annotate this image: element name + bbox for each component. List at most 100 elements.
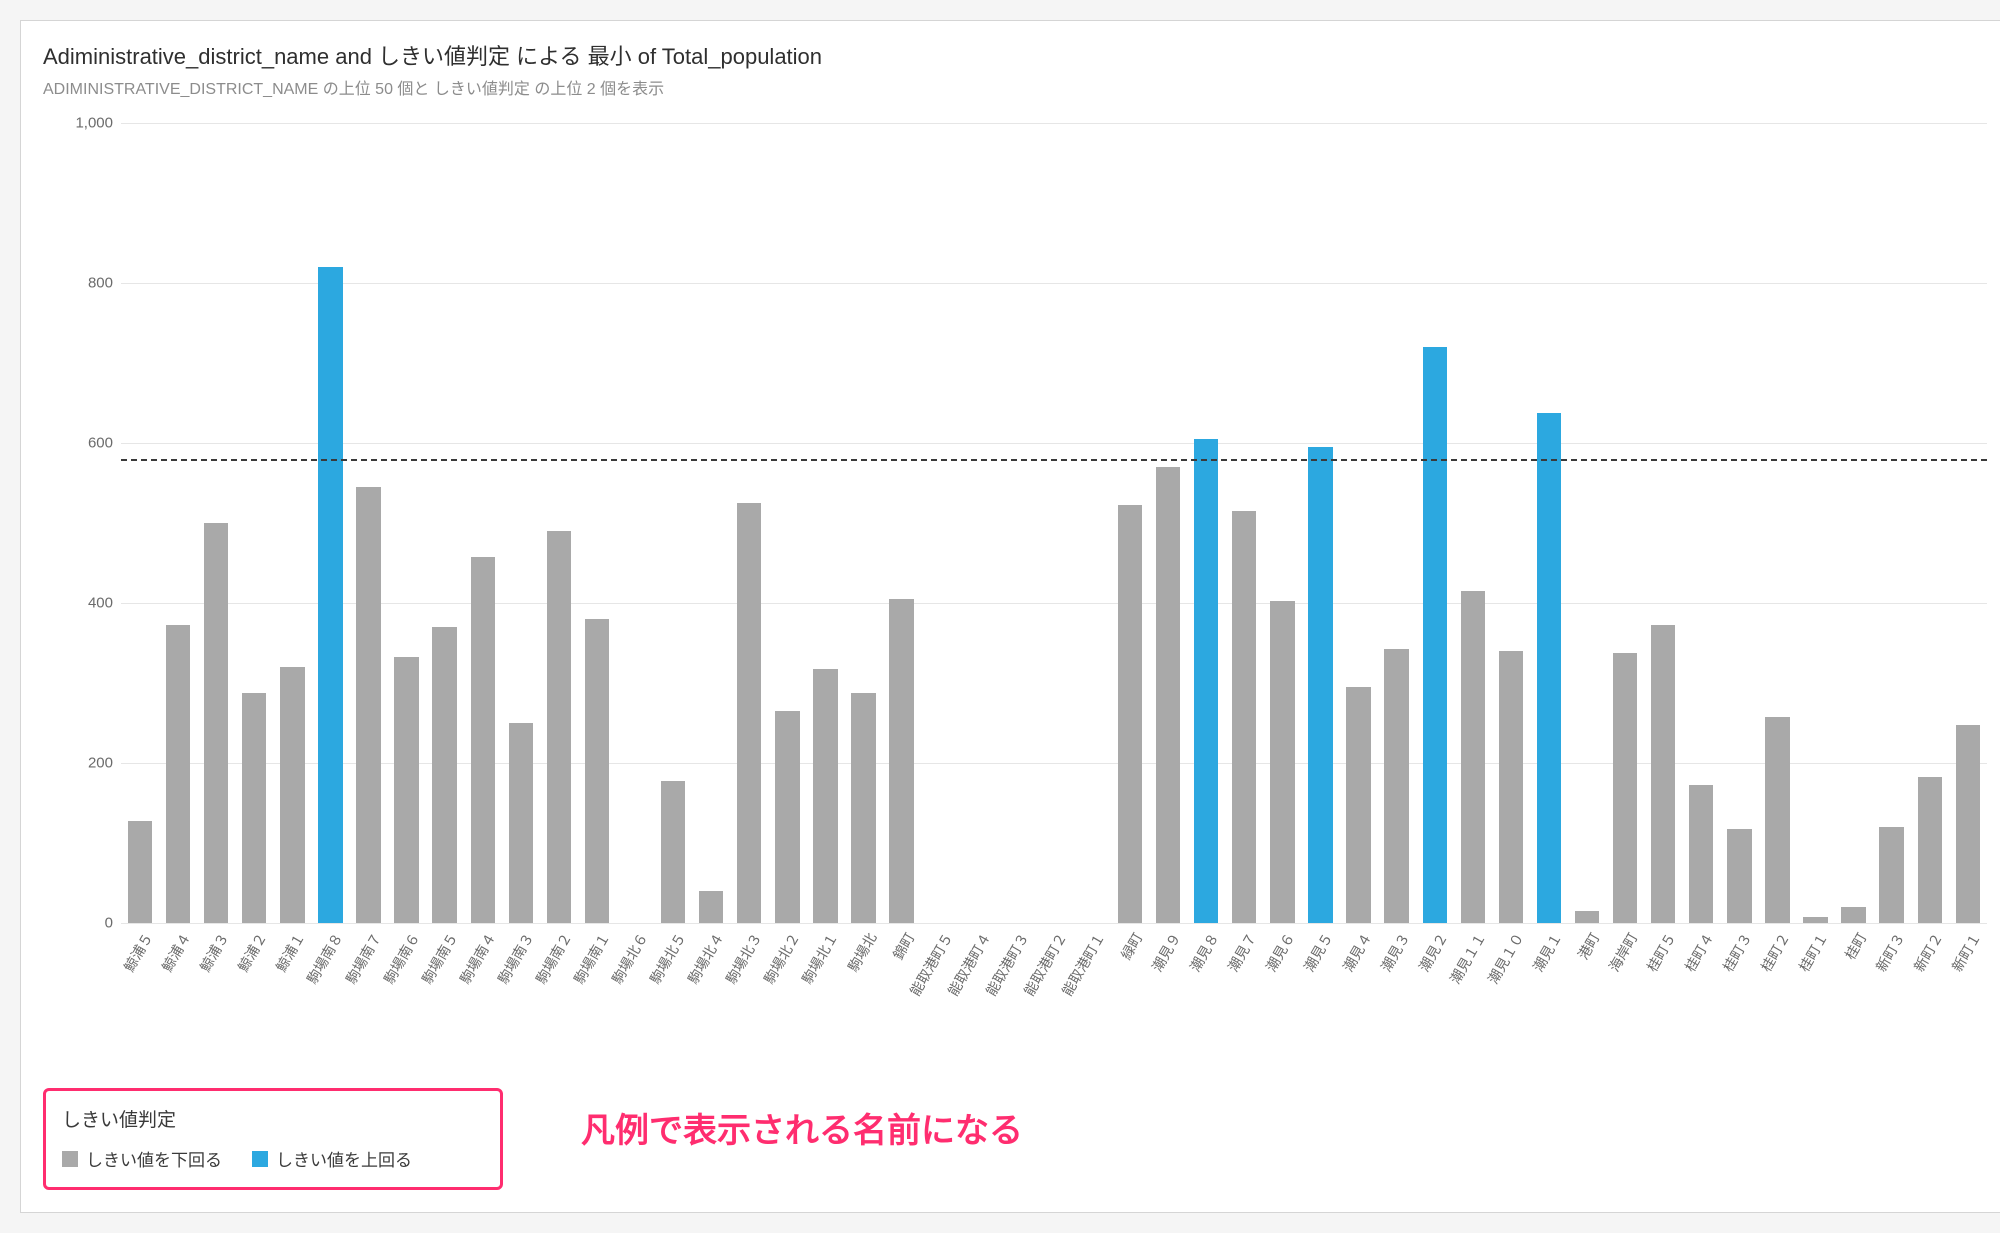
bar[interactable] — [1727, 829, 1751, 923]
bar[interactable] — [204, 523, 228, 923]
bar[interactable] — [356, 487, 380, 923]
bar[interactable] — [318, 267, 342, 923]
bar[interactable] — [1156, 467, 1180, 923]
legend-box: しきい値判定 しきい値を下回る しきい値を上回る — [43, 1088, 503, 1190]
x-label: 潮見９ — [1147, 929, 1185, 975]
grid-line — [121, 923, 1987, 924]
bar[interactable] — [394, 657, 418, 923]
bar[interactable] — [1651, 625, 1675, 923]
x-label: 駒場南８ — [302, 929, 347, 987]
chart-card: Adiministrative_district_name and しきい値判定… — [20, 20, 2000, 1213]
x-label: 駒場北２ — [759, 929, 804, 987]
bar-slot — [1111, 123, 1149, 923]
bar[interactable] — [547, 531, 571, 923]
x-label: 潮見４ — [1338, 929, 1376, 975]
legend-item[interactable]: しきい値を上回る — [252, 1146, 412, 1171]
x-label: 鯨浦５ — [119, 929, 157, 975]
x-label: 潮見２ — [1414, 929, 1452, 975]
bar[interactable] — [1879, 827, 1903, 923]
x-label: 駒場北 — [843, 929, 881, 975]
y-tick: 200 — [88, 755, 113, 772]
x-label: 鯨浦１ — [271, 929, 309, 975]
bar[interactable] — [775, 711, 799, 923]
y-tick: 1,000 — [75, 115, 113, 132]
bar-slot — [1454, 123, 1492, 923]
legend-title: しきい値判定 — [62, 1105, 478, 1132]
bar[interactable] — [1499, 651, 1523, 923]
bar[interactable] — [1270, 601, 1294, 923]
bar[interactable] — [1461, 591, 1485, 923]
bar[interactable] — [1803, 917, 1827, 923]
bar[interactable] — [1689, 785, 1713, 923]
bar-slot — [388, 123, 426, 923]
x-label: 潮見１ — [1528, 929, 1566, 975]
bar[interactable] — [1918, 777, 1942, 923]
legend-swatch — [252, 1151, 268, 1167]
x-label: 新町１ — [1947, 929, 1985, 975]
bar-slot — [197, 123, 235, 923]
bar[interactable] — [1308, 447, 1332, 923]
x-label: 潮見７ — [1223, 929, 1261, 975]
bar[interactable] — [1194, 439, 1218, 923]
bar-slot — [273, 123, 311, 923]
bar-slot — [502, 123, 540, 923]
bar[interactable] — [1575, 911, 1599, 923]
bar-slot — [1644, 123, 1682, 923]
y-tick: 0 — [105, 915, 113, 932]
bar[interactable] — [851, 693, 875, 923]
bar[interactable] — [280, 667, 304, 923]
x-label: 潮見３ — [1376, 929, 1414, 975]
bar-slot — [1416, 123, 1454, 923]
bar[interactable] — [1537, 413, 1561, 923]
x-label: 海岸町 — [1604, 929, 1642, 975]
bar[interactable] — [699, 891, 723, 923]
bar[interactable] — [737, 503, 761, 923]
bar[interactable] — [1956, 725, 1980, 923]
bar-slot — [1911, 123, 1949, 923]
bar-slot — [1796, 123, 1834, 923]
x-label: 桂町１ — [1794, 929, 1832, 975]
bar[interactable] — [509, 723, 533, 923]
x-label: 緑町 — [1116, 929, 1147, 963]
legend-label: しきい値を下回る — [86, 1146, 222, 1171]
bar[interactable] — [1765, 717, 1789, 923]
bar[interactable] — [1384, 649, 1408, 923]
bar[interactable] — [889, 599, 913, 923]
bar[interactable] — [242, 693, 266, 923]
legend-item[interactable]: しきい値を下回る — [62, 1146, 222, 1171]
bar-slot — [1530, 123, 1568, 923]
x-label: 鯨浦２ — [233, 929, 271, 975]
x-label: 潮見６ — [1261, 929, 1299, 975]
bar-slot — [1682, 123, 1720, 923]
bar[interactable] — [661, 781, 685, 923]
bar-slot — [1301, 123, 1339, 923]
x-label: 桂町３ — [1718, 929, 1756, 975]
bar[interactable] — [585, 619, 609, 923]
bar[interactable] — [432, 627, 456, 923]
bar[interactable] — [1423, 347, 1447, 923]
bar-slot — [1225, 123, 1263, 923]
bar-slot — [883, 123, 921, 923]
x-label: 桂町２ — [1756, 929, 1794, 975]
bar[interactable] — [471, 557, 495, 923]
bar-slot — [540, 123, 578, 923]
bar[interactable] — [166, 625, 190, 923]
bar[interactable] — [1346, 687, 1370, 923]
x-label: 駒場北４ — [683, 929, 728, 987]
bar-slot — [959, 123, 997, 923]
x-label: 新町３ — [1871, 929, 1909, 975]
bar-slot — [349, 123, 387, 923]
bar-slot — [121, 123, 159, 923]
bar[interactable] — [813, 669, 837, 923]
bar[interactable] — [1118, 505, 1142, 923]
bar[interactable] — [128, 821, 152, 923]
bar[interactable] — [1613, 653, 1637, 923]
bar-slot — [1149, 123, 1187, 923]
bar[interactable] — [1841, 907, 1865, 923]
bar[interactable] — [1232, 511, 1256, 923]
x-label: 桂町 — [1840, 929, 1871, 963]
y-tick: 600 — [88, 435, 113, 452]
x-label: 桂町４ — [1680, 929, 1718, 975]
bar-slot — [921, 123, 959, 923]
x-label: 桂町５ — [1642, 929, 1680, 975]
